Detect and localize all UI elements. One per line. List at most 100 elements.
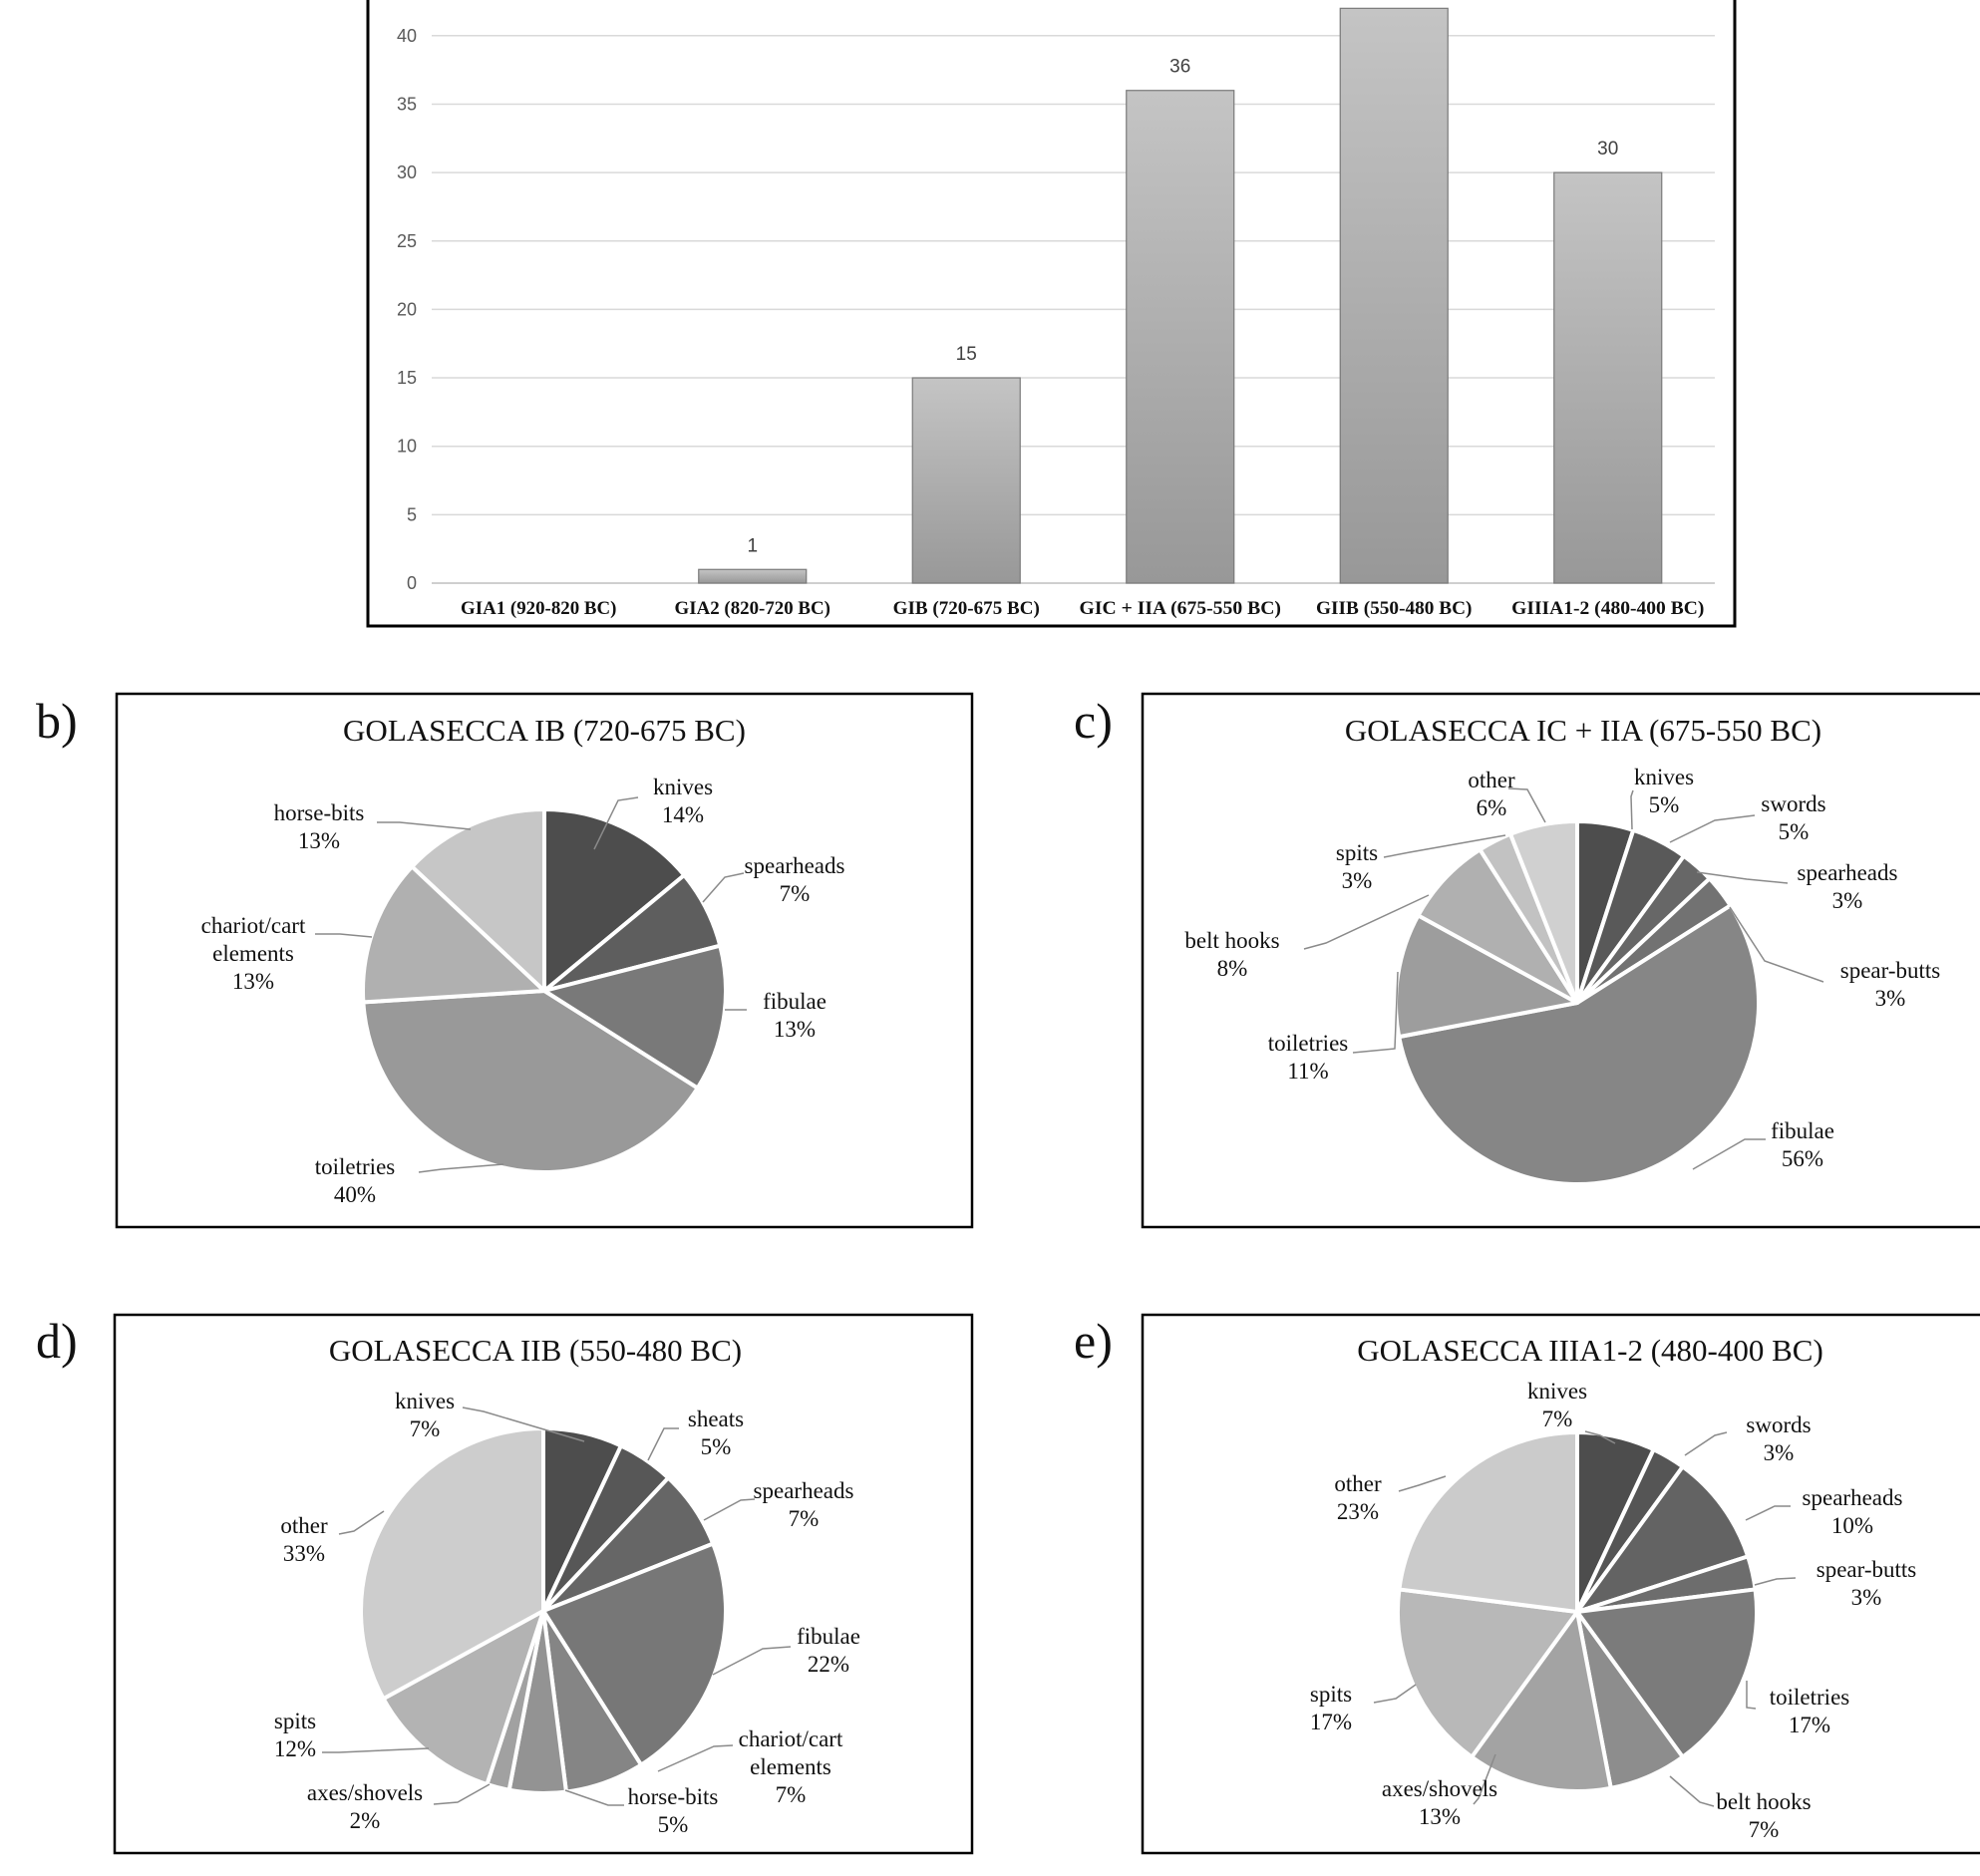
y-tick-label: 30 (397, 162, 417, 182)
bar-data-label: 15 (956, 344, 977, 365)
slice-percent: 3% (1764, 1440, 1795, 1465)
slice-name: spits (1336, 840, 1378, 865)
bar-category-labels: GIA1 (920-820 BC) GIA2 (820-720 BC) GIB (7… (461, 598, 1704, 619)
bar-bars (698, 7, 1663, 584)
slice-percent: 17% (1789, 1713, 1830, 1737)
y-tick-label: 5 (407, 504, 417, 524)
slice-name: horse-bits (628, 1784, 719, 1809)
slice-name: spearheads (754, 1478, 854, 1503)
bar-data-label: 36 (1169, 57, 1190, 78)
slice-name: spits (274, 1709, 316, 1733)
pie-slice (410, 807, 546, 993)
slice-percent: 13% (774, 1017, 816, 1042)
leader-line (564, 1789, 624, 1806)
pie-slice (1508, 819, 1579, 1005)
bar (911, 377, 1021, 584)
slice-name: knives (395, 1389, 455, 1413)
slice-name: spearheads (1803, 1485, 1903, 1510)
pie-slice (541, 1541, 728, 1767)
slice-name: toiletries (1268, 1031, 1349, 1056)
pie-panel-c: GOLASECCA IC + IIA (675-550 BC) knives 5%… (1141, 692, 1980, 1229)
slice-percent: 5% (701, 1434, 732, 1459)
slice-name: swords (1746, 1412, 1811, 1437)
y-tick-label: 35 (397, 94, 417, 114)
slice-name: axes/shovels (307, 1780, 423, 1805)
slice-percent: 6% (1477, 795, 1507, 820)
category-label: GIA2 (820-720 BC) (675, 598, 830, 619)
slice-percent: 8% (1217, 956, 1248, 981)
slice-name: toiletries (315, 1154, 396, 1179)
pie-slices-c (1394, 819, 1761, 1186)
slice-percent: 56% (1782, 1146, 1823, 1171)
slice-name: spits (1310, 1682, 1352, 1707)
pie-title-c: GOLASECCA IC + IIA (675-550 BC) (1345, 713, 1821, 748)
bar-data-label: 1 (747, 535, 758, 556)
pie-slice (1470, 1610, 1613, 1793)
slice-name: sheats (688, 1407, 744, 1431)
pie-slices-e (1396, 1430, 1759, 1793)
slice-percent: 10% (1831, 1513, 1873, 1538)
leader-line (338, 1510, 385, 1535)
slice-percent: 11% (1287, 1059, 1328, 1084)
leader-line (1746, 1681, 1757, 1710)
slice-name: knives (653, 775, 713, 799)
pie-slice (361, 989, 700, 1174)
pie-slice (1397, 1430, 1579, 1614)
slice-percent: 5% (658, 1812, 689, 1837)
panel-letter-e: e) (1074, 1313, 1113, 1369)
category-label: GIIIA1-2 (480-400 BC) (1511, 598, 1704, 619)
pie-slice (359, 1426, 545, 1702)
pie-slice (1575, 1587, 1759, 1759)
panel-letter-b: b) (36, 693, 78, 749)
pie-labels-b: knives 14% spearheads 7% fibulae 13% toiletrie… (201, 775, 845, 1207)
slice-name: chariot/cart elements (201, 913, 306, 966)
slice-name: spearheads (745, 853, 845, 878)
leader-line (433, 1783, 491, 1805)
slice-name: other (1468, 768, 1515, 792)
slice-name: spear-butts (1816, 1557, 1917, 1582)
slice-name: other (1334, 1471, 1382, 1496)
pie-panel-d: GOLASECCA IIB (550-480 BC) knives 7% sheat… (113, 1313, 974, 1855)
pie-title-b: GOLASECCA IB (720-675 BC) (343, 713, 746, 748)
panel-letter-d: d) (36, 1313, 78, 1369)
slice-percent: 2% (350, 1808, 381, 1833)
slice-name: toiletries (1770, 1685, 1850, 1710)
y-tick-label: 40 (397, 26, 417, 46)
leader-line (315, 933, 373, 938)
slice-name: fibulae (1771, 1118, 1834, 1143)
leader-line (1745, 1505, 1791, 1521)
leader-line (703, 1498, 756, 1521)
y-tick-label: 15 (397, 368, 417, 388)
bar-data-labels: 1 15 36 30 (747, 57, 1618, 557)
slice-name: horse-bits (274, 800, 365, 825)
bar (698, 568, 808, 584)
pie-slice (381, 1609, 545, 1787)
leader-line (1630, 789, 1634, 830)
slice-percent: 5% (1649, 792, 1680, 817)
leader-line (657, 1744, 734, 1772)
leader-line (1684, 1431, 1728, 1456)
leader-line (1373, 1684, 1417, 1704)
pie-slice (542, 943, 728, 1091)
slice-percent: 12% (274, 1736, 316, 1761)
slice-name: other (280, 1513, 328, 1538)
slice-percent: 7% (780, 881, 811, 906)
slice-percent: 33% (283, 1541, 325, 1566)
slice-percent: 7% (776, 1782, 807, 1807)
pie-labels-e: knives 7% swords 3% spearheads 10% spear-butts… (1310, 1379, 1916, 1842)
slice-percent: 40% (334, 1182, 376, 1207)
slice-name: belt hooks (1184, 928, 1279, 953)
bar (1126, 90, 1235, 584)
slice-percent: 3% (1851, 1585, 1882, 1610)
pie-slice (1575, 1464, 1751, 1614)
y-tick-label: 0 (407, 573, 417, 593)
leader-line (1507, 787, 1546, 823)
leader-line (462, 1407, 585, 1442)
pie-title-e: GOLASECCA IIIA1-2 (480-400 BC) (1357, 1333, 1823, 1368)
pie-panel-e: GOLASECCA IIIA1-2 (480-400 BC) knives 7% s… (1141, 1313, 1980, 1855)
pie-labels-c: knives 5% swords 5% spearheads 3% spear-butts 3… (1184, 765, 1940, 1171)
pie-slice (361, 864, 546, 1005)
slice-name: spearheads (1798, 860, 1898, 885)
bar (1339, 7, 1449, 584)
slice-name: knives (1634, 765, 1694, 789)
